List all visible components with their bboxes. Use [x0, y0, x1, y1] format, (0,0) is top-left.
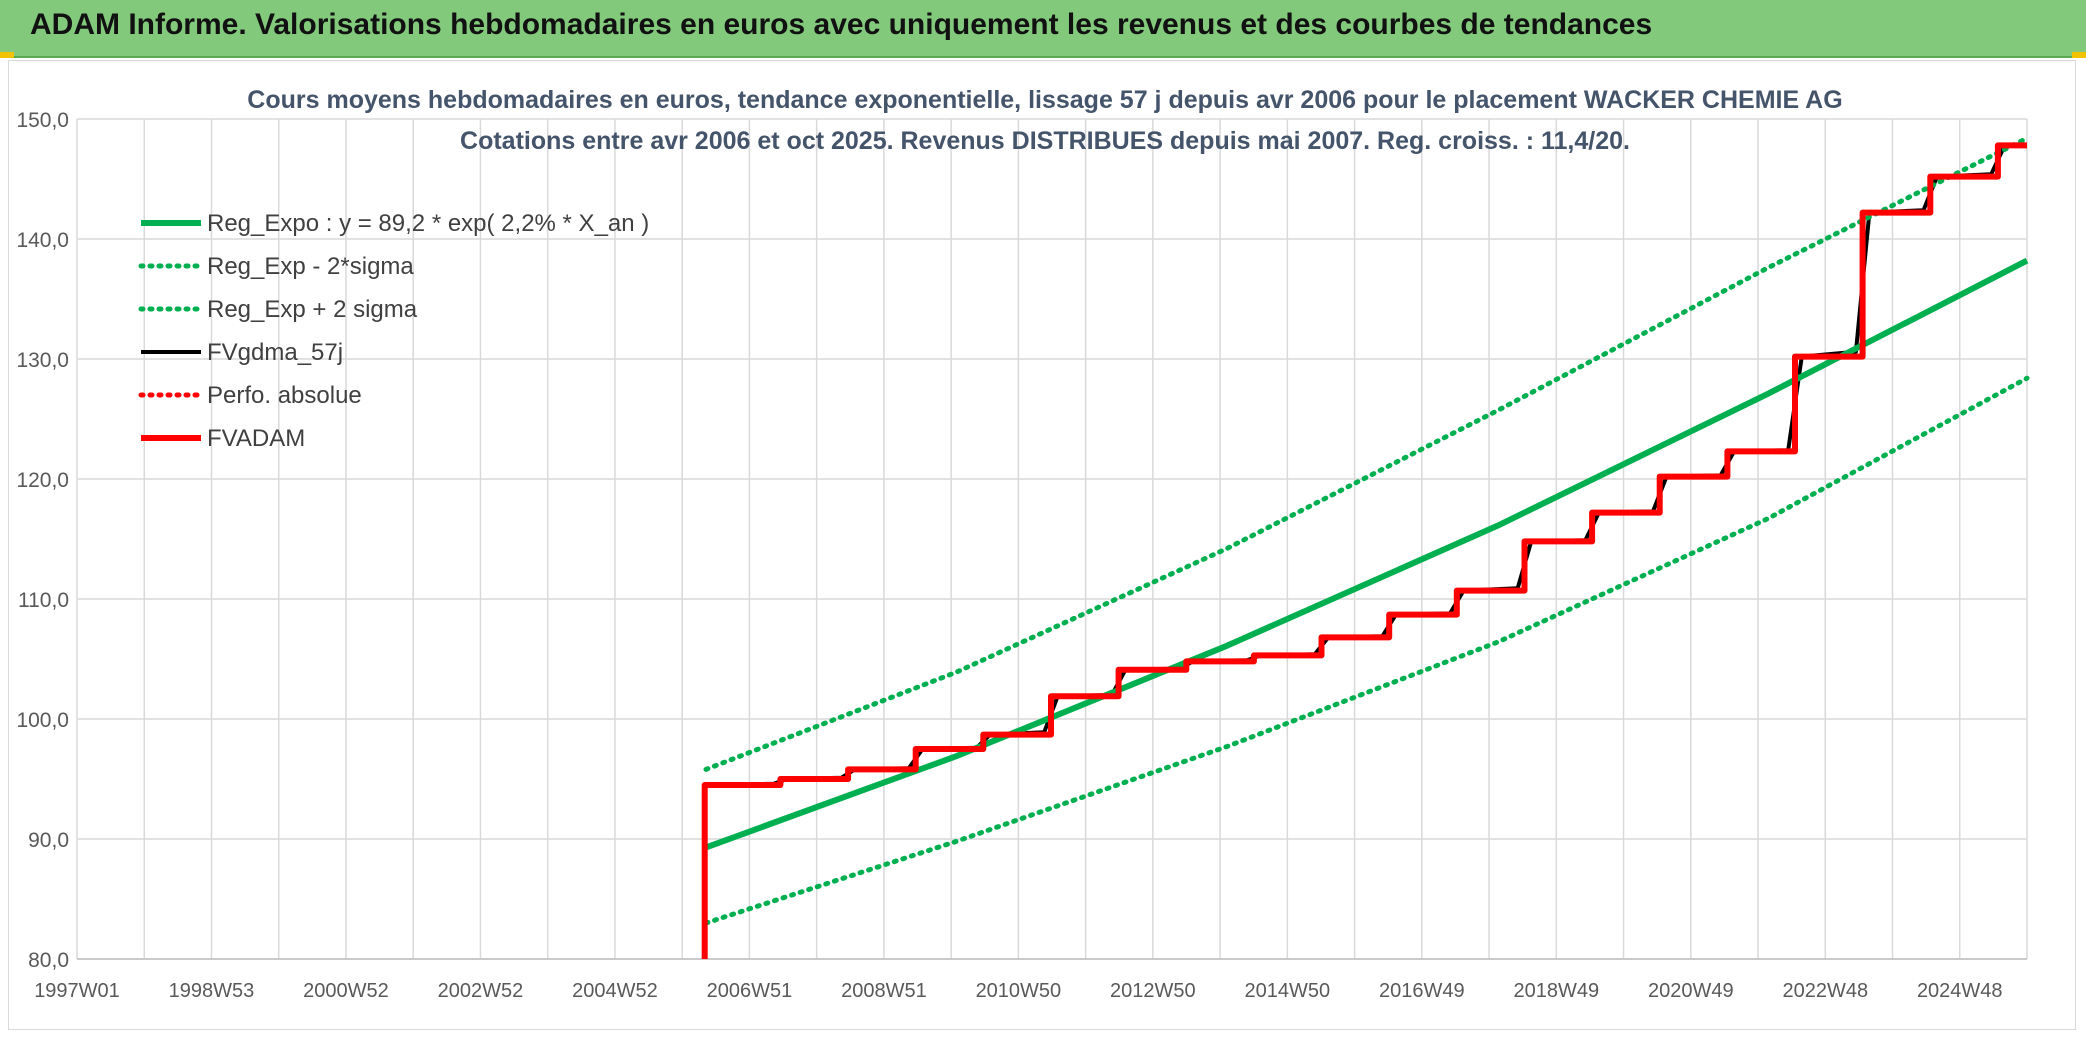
series-line — [704, 257, 2029, 851]
x-tick-label: 2014W50 — [1245, 980, 1331, 1002]
x-tick-label: 1997W01 — [34, 980, 120, 1002]
series-line — [701, 142, 2027, 959]
x-tick-label: 2008W51 — [841, 980, 927, 1002]
x-tick-label: 2016W49 — [1379, 980, 1465, 1002]
series-line — [703, 135, 2030, 772]
corner-mark — [0, 52, 14, 58]
x-tick-label: 2006W51 — [707, 980, 793, 1002]
corner-mark — [2072, 52, 2086, 58]
plot-lines — [701, 135, 2030, 959]
legend-label: Perfo. absolue — [207, 382, 362, 409]
chart-subtitle: Cotations entre avr 2006 et oct 2025. Re… — [460, 127, 1630, 155]
x-tick-label: 2018W49 — [1513, 980, 1599, 1002]
x-tick-label: 1998W53 — [169, 980, 255, 1002]
legend-label: Reg_Expo : y = 89,2 * exp( 2,2% * X_an ) — [207, 210, 649, 237]
y-tick-label: 120,0 — [16, 469, 69, 492]
grid-layer — [76, 118, 2028, 960]
y-tick-label: 140,0 — [16, 229, 69, 252]
x-tick-label: 2022W48 — [1782, 980, 1868, 1002]
y-tick-label: 150,0 — [16, 109, 69, 132]
legend-label: FVgdma_57j — [207, 339, 343, 366]
x-tick-label: 2002W52 — [438, 980, 524, 1002]
y-tick-label: 130,0 — [16, 349, 69, 372]
x-tick-label: 2020W49 — [1648, 980, 1734, 1002]
y-axis: 80,0 90,0 100,0 110,0 120,0 130,0 140,0 150,0 — [16, 109, 69, 972]
x-axis: 1997W01 1998W53 2000W52 2002W52 2004W52 2006W… — [34, 980, 2002, 1002]
x-tick-label: 2024W48 — [1917, 980, 2003, 1002]
chart: 80,0 90,0 100,0 110,0 120,0 130,0 140,0 150,0 1… — [16, 86, 2030, 1002]
y-tick-label: 90,0 — [28, 829, 69, 852]
y-tick-label: 110,0 — [18, 589, 69, 612]
x-tick-label: 2012W50 — [1110, 980, 1196, 1002]
y-tick-label: 80,0 — [28, 949, 69, 972]
x-tick-label: 2004W52 — [572, 980, 658, 1002]
legend-label: FVADAM — [207, 425, 305, 452]
series-line — [703, 375, 2030, 926]
series-line — [705, 143, 2027, 787]
legend: Reg_Expo : y = 89,2 * exp( 2,2% * X_an )… — [138, 210, 649, 452]
chart-title: Cours moyens hebdomadaires en euros, ten… — [247, 86, 1842, 114]
legend-label: Reg_Exp - 2*sigma — [207, 253, 414, 280]
x-tick-label: 2010W50 — [976, 980, 1062, 1002]
page-title: ADAM Informe. Valorisations hebdomadaire… — [30, 8, 1653, 41]
y-tick-label: 100,0 — [16, 709, 69, 732]
chart-frame: 80,0 90,0 100,0 110,0 120,0 130,0 140,0 150,0 1… — [8, 60, 2076, 1030]
x-tick-label: 2000W52 — [303, 980, 389, 1002]
header-banner: ADAM Informe. Valorisations hebdomadaire… — [0, 0, 2086, 58]
legend-label: Reg_Exp + 2 sigma — [207, 296, 418, 323]
